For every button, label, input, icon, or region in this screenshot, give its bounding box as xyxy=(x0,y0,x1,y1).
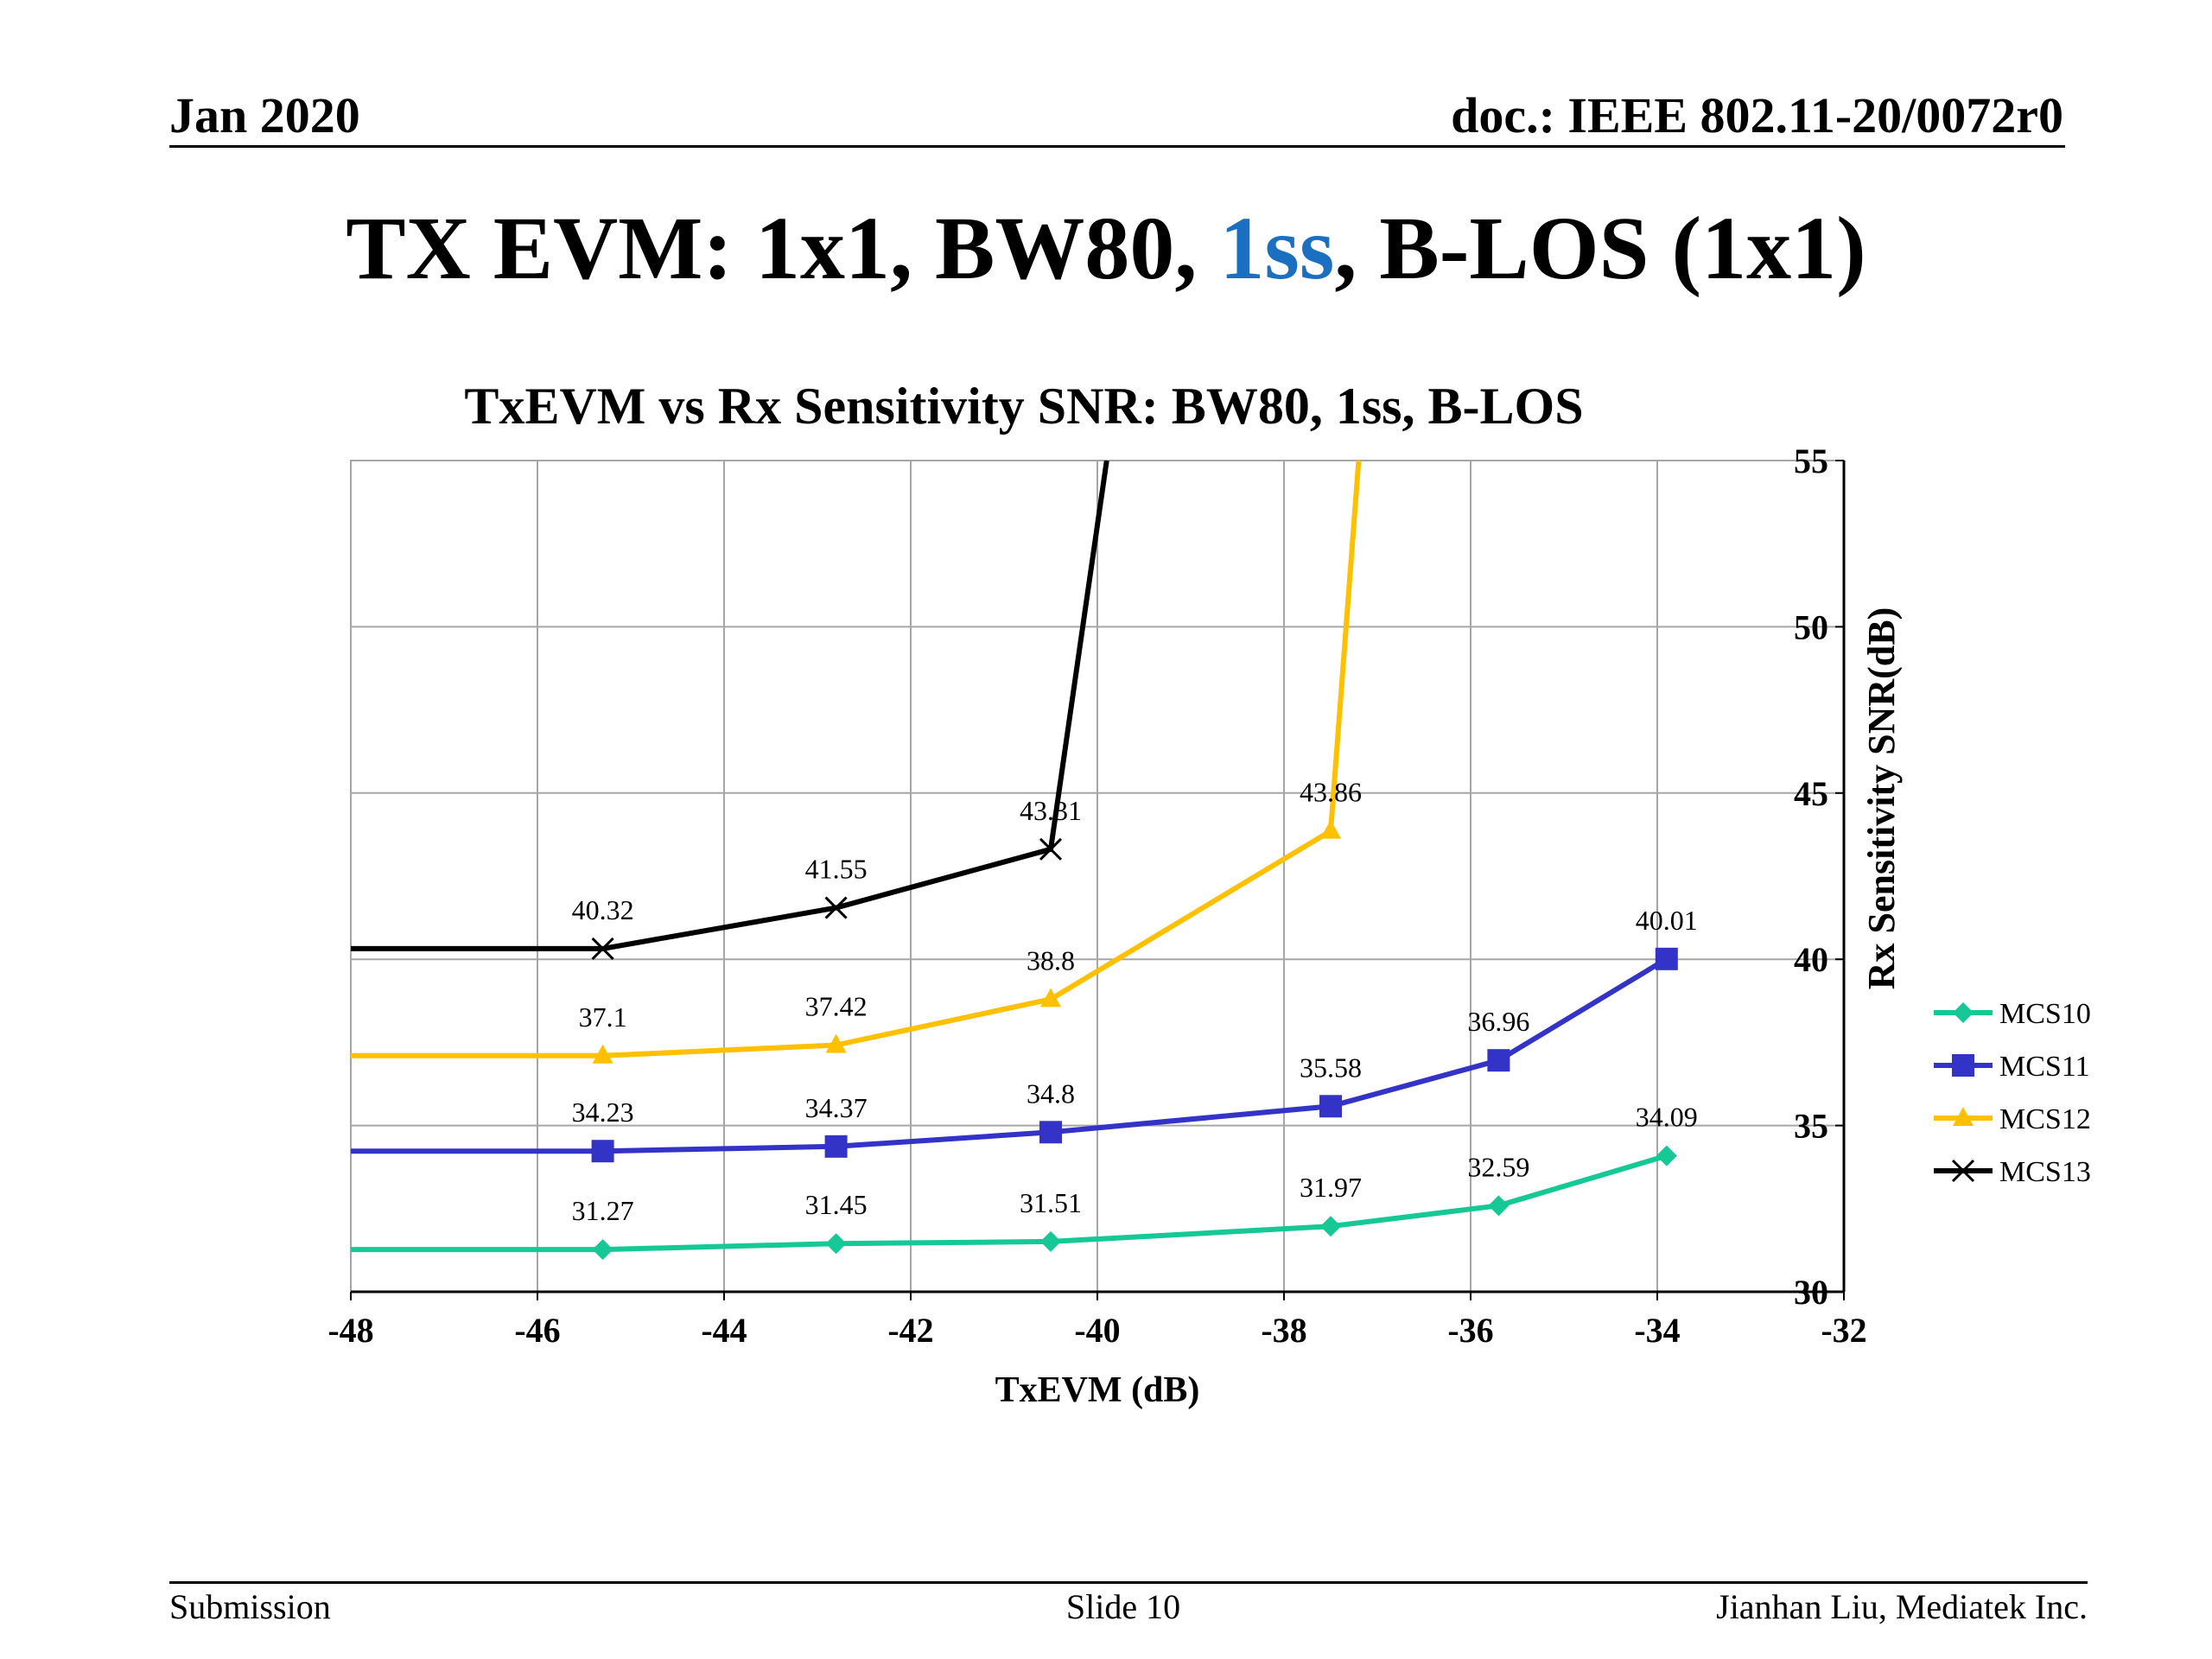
data-label-mcs12: 37.42 xyxy=(805,990,868,1021)
legend-label: MCS12 xyxy=(1999,1103,2091,1135)
x-tick-label: -42 xyxy=(887,1311,933,1350)
marker-stroke xyxy=(824,896,848,919)
data-point-mcs12 xyxy=(592,1044,613,1064)
data-point-mcs13 xyxy=(1039,837,1063,861)
x-tick-label: -40 xyxy=(1074,1311,1120,1350)
data-label-mcs12: 38.8 xyxy=(1027,944,1075,976)
legend-marker xyxy=(1951,1159,1975,1183)
data-label-mcs10: 34.09 xyxy=(1636,1102,1698,1133)
header-date: Jan 2020 xyxy=(169,87,360,143)
slide-title: TX EVM: 1x1, BW80, 1ss, B-LOS (1x1) xyxy=(0,197,2212,300)
legend-label: MCS10 xyxy=(1999,998,2091,1030)
data-point-mcs11 xyxy=(1487,1049,1510,1072)
chart-title: TxEVM vs Rx Sensitivity SNR: BW80, 1ss, … xyxy=(464,378,1584,435)
data-point-mcs10 xyxy=(1320,1216,1341,1237)
data-label-mcs12: 37.1 xyxy=(579,1001,627,1033)
footer-slide-number: Slide 10 xyxy=(1065,1587,1181,1626)
series-mcs13 xyxy=(351,461,1109,960)
data-label-mcs13: 43.31 xyxy=(1020,795,1082,826)
y-tick-label: 35 xyxy=(1794,1107,1828,1146)
legend-marker xyxy=(1952,1054,1974,1077)
x-tick-label: -48 xyxy=(327,1311,373,1350)
x-tick-label: -46 xyxy=(514,1311,560,1350)
data-point-mcs11 xyxy=(1039,1121,1062,1144)
footer-submission: Submission xyxy=(169,1587,331,1626)
series-mcs10 xyxy=(351,1145,1677,1261)
marker-stroke xyxy=(1951,1159,1975,1183)
data-label-mcs10: 32.59 xyxy=(1467,1151,1529,1182)
y-tick-label: 40 xyxy=(1794,940,1828,979)
legend-label: MCS13 xyxy=(1999,1156,2091,1188)
legend-marker xyxy=(1953,1002,1974,1023)
data-label-mcs11: 35.58 xyxy=(1300,1052,1362,1083)
header-doc-id: doc.: IEEE 802.11-20/0072r0 xyxy=(1451,87,2063,143)
legend-item-mcs11: MCS11 xyxy=(1934,1051,2090,1083)
data-point-mcs12 xyxy=(1320,819,1341,839)
legend-marker xyxy=(1953,1107,1974,1126)
data-point-mcs10 xyxy=(1656,1145,1677,1166)
data-point-mcs10 xyxy=(1040,1230,1061,1252)
data-point-mcs11 xyxy=(824,1135,848,1158)
data-label-mcs11: 34.23 xyxy=(572,1096,634,1128)
x-tick-label: -36 xyxy=(1447,1311,1493,1350)
axes: -48 -46 -44 -42 -40 -38 -36 -34 -32303540455055T… xyxy=(327,442,1903,1410)
data-label-mcs10: 31.51 xyxy=(1020,1187,1082,1218)
legend-item-mcs13: MCS13 xyxy=(1934,1156,2091,1188)
data-point-mcs13 xyxy=(824,896,848,919)
x-tick-label: -38 xyxy=(1261,1311,1306,1350)
data-label-mcs11: 36.96 xyxy=(1467,1006,1529,1037)
legend-label: MCS11 xyxy=(1999,1051,2090,1083)
data-point-mcs12 xyxy=(1040,988,1061,1007)
x-tick-label: -34 xyxy=(1634,1311,1680,1350)
data-label-mcs12: 43.86 xyxy=(1300,777,1362,808)
data-point-mcs11 xyxy=(1655,947,1678,970)
data-point-mcs10 xyxy=(592,1239,613,1261)
series-group: 31.27 31.45 31.51 31.97 32.59 34.09 34.23 34.37… xyxy=(351,461,1698,1261)
footer-author: Jianhan Liu, Mediatek Inc. xyxy=(1716,1587,2088,1626)
data-point-mcs11 xyxy=(1319,1095,1342,1118)
data-point-mcs10 xyxy=(825,1233,847,1255)
data-point-mcs12 xyxy=(825,1033,847,1053)
data-point-mcs10 xyxy=(1488,1195,1510,1217)
data-point-mcs13 xyxy=(591,937,614,960)
series-line-mcs12 xyxy=(351,461,1362,1058)
data-label-mcs13: 40.32 xyxy=(572,894,634,925)
x-axis-label: TxEVM (dB) xyxy=(995,1370,1200,1410)
footer-divider xyxy=(169,1581,2088,1584)
data-label-mcs11: 34.8 xyxy=(1027,1077,1075,1109)
series-mcs11 xyxy=(351,947,1678,1163)
legend-item-mcs10: MCS10 xyxy=(1934,998,2091,1030)
data-label-mcs11: 34.37 xyxy=(805,1092,868,1123)
data-label-mcs10: 31.97 xyxy=(1300,1172,1362,1203)
slide-title-part-2: , B-LOS (1x1) xyxy=(1334,199,1866,298)
header-divider xyxy=(169,145,2065,148)
slide-title-accent: 1ss xyxy=(1219,199,1335,298)
y-axis-label: Rx Sensitivity SNR(dB) xyxy=(1860,607,1903,990)
data-label-mcs10: 31.27 xyxy=(572,1195,634,1226)
legend-item-mcs12: MCS12 xyxy=(1934,1103,2091,1135)
marker-stroke xyxy=(1039,837,1063,861)
y-tick-label: 45 xyxy=(1794,774,1828,813)
y-tick-label: 55 xyxy=(1794,442,1828,480)
x-tick-label: -32 xyxy=(1821,1311,1866,1350)
x-tick-label: -44 xyxy=(701,1311,747,1350)
y-tick-label: 50 xyxy=(1794,607,1828,646)
data-label-mcs11: 40.01 xyxy=(1636,905,1698,936)
series-mcs12 xyxy=(351,461,1362,1064)
data-label-mcs13: 41.55 xyxy=(805,854,868,885)
marker-stroke xyxy=(591,937,614,960)
data-point-mcs11 xyxy=(591,1140,614,1163)
slide-title-part-1: TX EVM: 1x1, BW80, xyxy=(346,199,1220,298)
data-label-mcs10: 31.45 xyxy=(805,1189,868,1220)
legend: MCS10 MCS11 MCS12 MCS13 xyxy=(1934,998,2091,1188)
